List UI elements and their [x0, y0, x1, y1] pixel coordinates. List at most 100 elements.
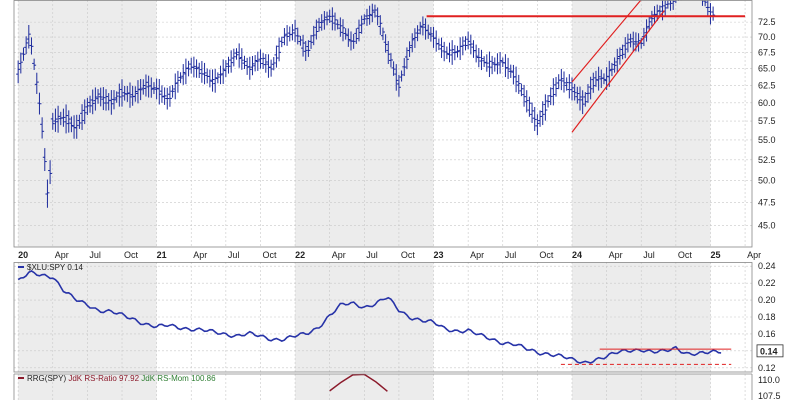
month-label: Oct: [678, 250, 693, 260]
price-tick-label: 67.5: [758, 48, 776, 58]
axis-labels: 45.0 47.5 50.0 52.5 55.0 57.5 60.0 62.5 65.0 67.5…: [18, 17, 784, 400]
rrg-tick-label: 107.5: [758, 391, 781, 400]
month-label: Apr: [332, 250, 346, 260]
price-bar: [16, 60, 21, 84]
price-bar: [325, 11, 330, 26]
price-bar: [617, 47, 622, 65]
price-bar: [322, 11, 327, 30]
price-bar: [330, 7, 335, 31]
price-bar: [711, 6, 716, 21]
price-tick-label: 57.5: [758, 116, 776, 126]
rrg-line: [329, 373, 388, 392]
price-bar: [458, 37, 463, 61]
price-bar: [498, 52, 503, 74]
price-bar: [175, 70, 180, 93]
price-bar: [474, 44, 479, 63]
price-bar: [125, 86, 130, 102]
price-bar: [362, 14, 367, 25]
price-bar: [197, 62, 202, 78]
price-bar: [69, 116, 74, 133]
price-bar: [165, 87, 170, 110]
price-bar: [311, 25, 316, 46]
price-bar: [303, 40, 308, 61]
price-bar: [226, 56, 231, 74]
price-bar: [50, 112, 55, 130]
price-bar: [40, 117, 45, 139]
price-bar: [143, 74, 148, 97]
price-bar: [306, 40, 311, 57]
price-bar: [112, 90, 117, 110]
year-label: 21: [157, 250, 167, 260]
price-bar: [181, 64, 186, 85]
price-bar: [149, 77, 154, 98]
price-bar: [476, 47, 481, 68]
price-bar: [122, 85, 127, 101]
price-bar: [32, 58, 37, 71]
price-bar: [269, 59, 274, 77]
price-bar: [135, 80, 140, 104]
price-bar: [490, 55, 495, 75]
price-bar: [495, 53, 500, 75]
price-bar: [609, 62, 614, 77]
price-bar: [207, 69, 212, 88]
price-bar: [282, 28, 287, 46]
rs-current-value: 0.14: [760, 346, 778, 356]
price-bar: [253, 55, 258, 72]
price-bar: [189, 57, 194, 74]
price-bar: [591, 72, 596, 93]
price-bar: [455, 45, 460, 58]
price-bar: [157, 79, 162, 105]
price-bar: [434, 30, 439, 52]
price-bar: [93, 87, 98, 111]
price-bar: [167, 86, 172, 107]
price-bar: [88, 95, 93, 113]
price-bar: [210, 69, 215, 92]
month-label: Apr: [193, 250, 207, 260]
price-bar: [351, 33, 356, 49]
price-bar: [82, 99, 87, 125]
price-bar: [178, 72, 183, 84]
rs-legend-label: $XLU:SPY 0.14: [27, 263, 83, 272]
price-bar: [61, 108, 66, 127]
price-bar: [524, 90, 529, 113]
price-bar: [218, 65, 223, 85]
price-bar: [540, 101, 545, 126]
price-bar: [546, 95, 551, 108]
price-bar: [567, 74, 572, 99]
price-bar: [562, 71, 567, 93]
price-bar: [26, 24, 31, 49]
month-label: Jul: [228, 250, 240, 260]
price-bar: [625, 33, 630, 53]
price-bar: [271, 57, 276, 71]
price-bar: [575, 86, 580, 104]
price-bar: [77, 114, 82, 129]
price-bar: [98, 87, 103, 107]
price-bar: [295, 27, 300, 45]
price-bar: [266, 54, 271, 78]
price-bar: [338, 17, 343, 37]
price-bar: [359, 15, 364, 34]
price-tick-label: 72.5: [758, 17, 776, 27]
price-bar: [657, 5, 662, 17]
price-bar: [436, 38, 441, 51]
price-bar: [37, 92, 42, 115]
price-bar: [415, 25, 420, 42]
month-label: Jul: [643, 250, 655, 260]
price-bar: [663, 0, 668, 17]
price-bar: [298, 35, 303, 46]
price-bar: [492, 57, 497, 72]
price-bar: [396, 74, 401, 97]
price-bar: [64, 104, 69, 134]
price-bar: [468, 34, 473, 55]
rrg-legend-part: JdK RS-Ratio 97.92: [66, 374, 139, 383]
rs-current-value-box: [756, 344, 784, 358]
price-bar: [309, 34, 314, 49]
price-bar: [333, 12, 338, 31]
rrg-ratio-line: [329, 373, 388, 392]
price-bar: [237, 43, 242, 68]
price-bar: [380, 27, 385, 41]
price-bar: [705, 0, 710, 16]
channel-upper-line: [571, 0, 642, 83]
